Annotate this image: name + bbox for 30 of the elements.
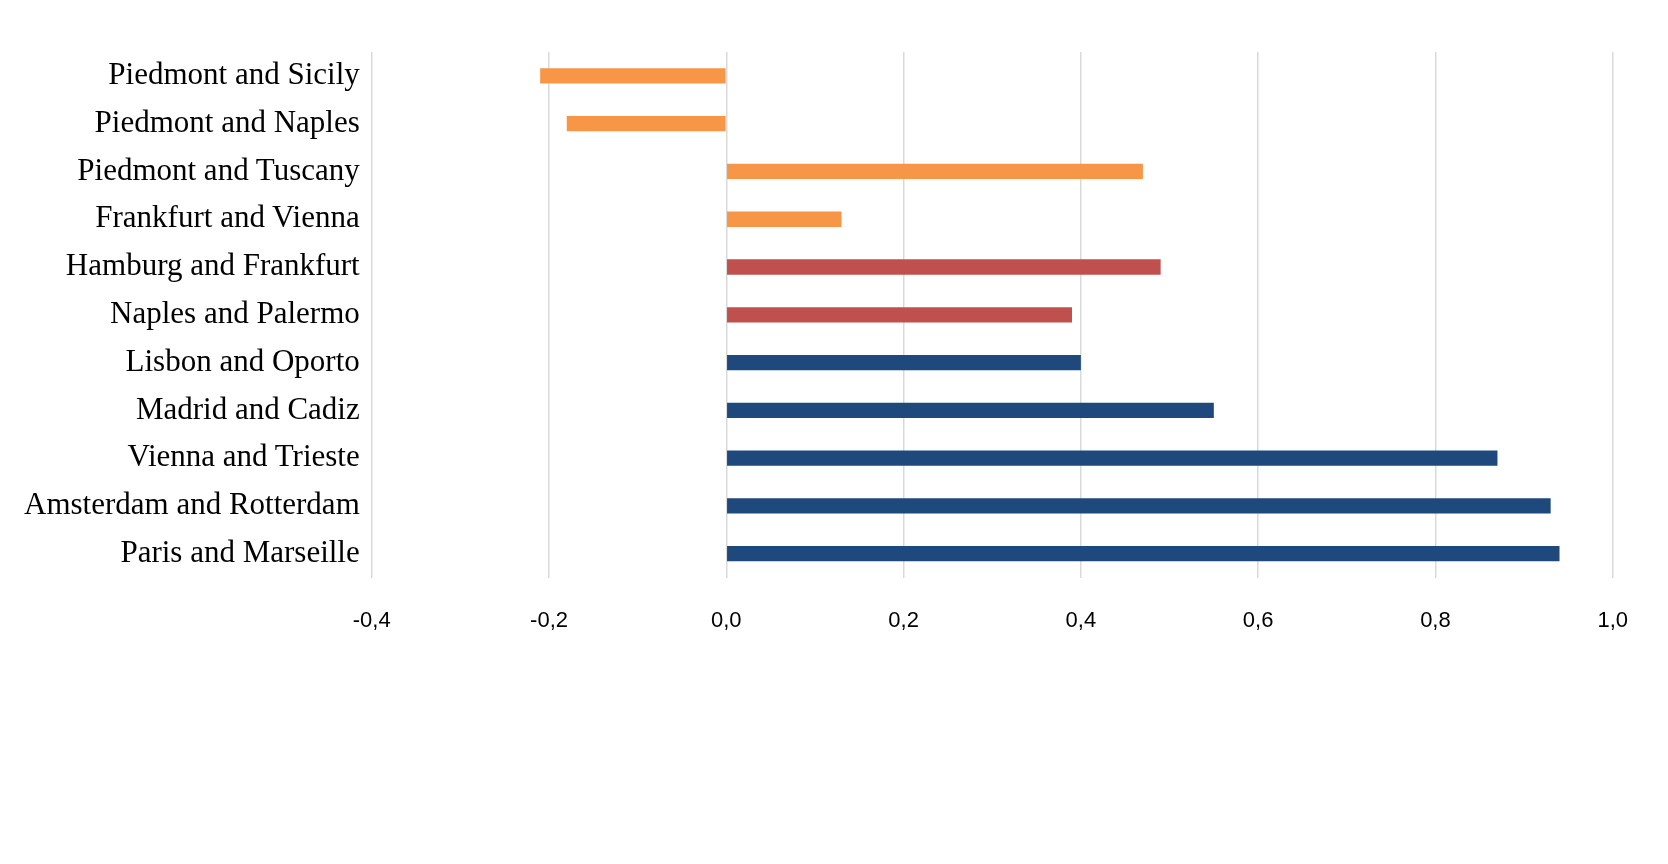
x-tick-label: 0,4 <box>1065 606 1097 632</box>
bar <box>727 163 1143 180</box>
y-tick-label: Paris and Marseille <box>120 533 360 569</box>
x-tick-label: 0,0 <box>711 606 742 632</box>
x-tick-label: 0,8 <box>1420 606 1451 632</box>
bar <box>727 546 1560 562</box>
bar <box>540 68 726 84</box>
bar <box>727 402 1214 419</box>
y-tick-label: Frankfurt and Vienna <box>95 199 360 235</box>
y-tick-label: Amsterdam and Rotterdam <box>24 486 360 522</box>
y-tick-label: Madrid and Cadiz <box>135 390 360 426</box>
x-tick-label: 0,2 <box>888 606 919 632</box>
y-tick-label: Lisbon and Oporto <box>125 342 360 378</box>
x-tick-label: -0,4 <box>352 606 391 632</box>
y-tick-label: Piedmont and Naples <box>94 103 360 139</box>
y-tick-label: Naples and Palermo <box>110 294 360 330</box>
y-tick-label: Hamburg and Frankfurt <box>65 247 361 283</box>
y-tick-label: Piedmont and Tuscany <box>77 151 361 187</box>
x-tick-label: 0,6 <box>1242 606 1274 632</box>
bar <box>566 116 726 132</box>
bar <box>727 450 1498 466</box>
y-tick-label: Piedmont and Sicily <box>108 56 361 92</box>
x-tick-label: 1,0 <box>1597 606 1629 632</box>
bar <box>727 259 1161 275</box>
bar <box>727 211 842 227</box>
y-tick-label: Vienna and Trieste <box>127 438 360 474</box>
x-tick-label: -0,2 <box>530 606 568 632</box>
bar <box>727 498 1551 514</box>
bar <box>727 354 1081 371</box>
bar <box>727 307 1072 323</box>
